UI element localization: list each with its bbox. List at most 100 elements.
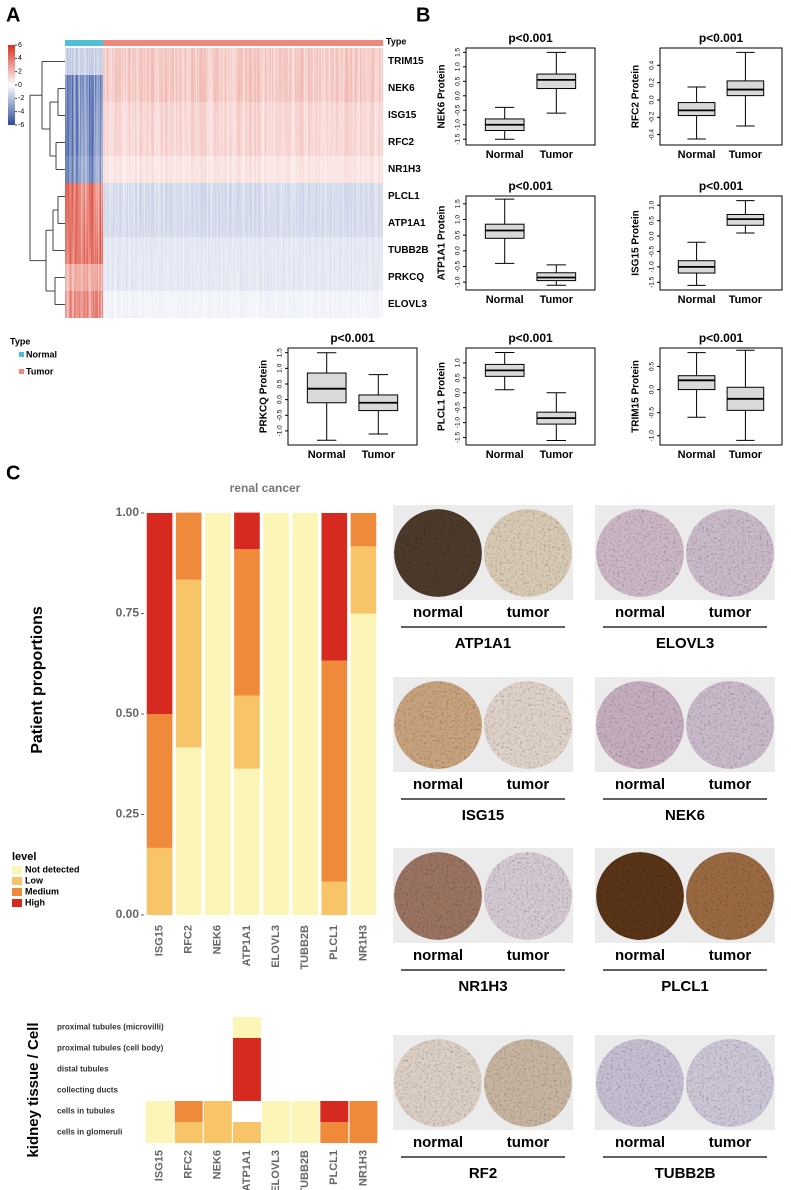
colorbar-label: 4 xyxy=(18,55,22,62)
ihc-label: normal xyxy=(615,604,665,621)
tile xyxy=(232,1059,261,1080)
x-tick-label: NR1H3 xyxy=(357,1150,369,1186)
colorbar-label: -6 xyxy=(18,122,24,129)
x-tick-label: PLCL1 xyxy=(328,925,340,960)
x-tick-label: Normal xyxy=(486,149,524,161)
bar-segment xyxy=(321,513,348,661)
tile xyxy=(349,1101,378,1122)
tile xyxy=(291,1101,320,1122)
x-tick-label: PLCL1 xyxy=(328,1150,340,1185)
x-tick-label: RFC2 xyxy=(183,925,195,954)
y-tick-label: 1.0 xyxy=(455,215,462,224)
tile xyxy=(203,1122,232,1143)
ihc-label: normal xyxy=(413,1134,463,1151)
ihc-core xyxy=(484,1039,572,1127)
ihc-gene: NR1H3 xyxy=(458,978,507,995)
y-tick-label: -1.0 xyxy=(649,430,656,442)
x-tick-label: Normal xyxy=(678,294,716,306)
y-tick-label: -1.5 xyxy=(455,432,462,444)
x-tick-label: Tumor xyxy=(729,449,763,461)
y-tick-label: -1.0 xyxy=(649,261,656,273)
y-tick-label: 1.0 xyxy=(455,358,462,367)
y-tick-label: -1.0 xyxy=(455,417,462,429)
box xyxy=(536,73,577,90)
x-tick-label: ISG15 xyxy=(153,925,165,956)
y-tick-label: -0.5 xyxy=(455,402,462,414)
x-tick-label: NEK6 xyxy=(212,1150,224,1179)
tile xyxy=(349,1122,378,1143)
bar-segment xyxy=(175,579,202,748)
x-tick-label: Tumor xyxy=(362,449,396,461)
tile xyxy=(203,1101,232,1122)
tile xyxy=(262,1122,291,1143)
x-tick-label: RFC2 xyxy=(183,1150,195,1179)
ihc-core xyxy=(484,852,572,940)
bar-segment xyxy=(350,546,377,614)
y-axis-label: TRIM15 Protein xyxy=(631,360,642,433)
ihc-core xyxy=(484,681,572,769)
y-tick-label: 1.5 xyxy=(277,348,284,357)
bar-segment xyxy=(175,747,202,915)
y-tick-label: 0.0 xyxy=(455,388,462,397)
chart-title: renal cancer xyxy=(230,481,301,495)
y-tick-label: -1.5 xyxy=(649,276,656,288)
legend-swatch xyxy=(19,369,24,374)
bar-segment xyxy=(175,512,202,580)
ihc-gene: ISG15 xyxy=(462,807,505,824)
ihc-label: normal xyxy=(413,947,463,964)
y-tick-label: -1.0 xyxy=(277,425,284,437)
y-tick-label: 1.00 xyxy=(116,505,140,519)
y-tick-label: 0.5 xyxy=(455,373,462,382)
heatmap-texture xyxy=(65,48,383,318)
tile xyxy=(320,1101,349,1122)
ihc-core xyxy=(484,509,572,597)
colorbar-label: 0 xyxy=(18,82,22,89)
legend-label: Medium xyxy=(25,886,59,896)
box xyxy=(726,80,765,97)
annotation-cell xyxy=(103,40,383,46)
ihc-gene: NEK6 xyxy=(665,807,705,824)
ihc-core xyxy=(596,681,684,769)
y-tick-label: 1.0 xyxy=(455,62,462,71)
x-tick-label: Tumor xyxy=(729,294,763,306)
legend-swatch xyxy=(12,888,22,896)
ihc-gene: TUBB2B xyxy=(655,1165,716,1182)
y-tick-label: 0.5 xyxy=(649,362,656,371)
y-tick-label: -1.0 xyxy=(455,276,462,288)
bar-segment xyxy=(146,714,173,848)
ihc-label: normal xyxy=(615,1134,665,1151)
row-label: NEK6 xyxy=(388,83,415,94)
bar-segment xyxy=(234,549,260,696)
colorbar-label: -4 xyxy=(18,109,24,116)
bar-segment xyxy=(234,768,260,915)
tile xyxy=(291,1122,320,1143)
y-tick-label: 0.0 xyxy=(455,246,462,255)
y-axis-label: PRKCQ Protein xyxy=(259,360,270,433)
x-tick-label: Tumor xyxy=(540,294,574,306)
colorbar-label: -2 xyxy=(18,95,24,102)
y-tick-label: 0.0 xyxy=(277,395,284,404)
bar-segment xyxy=(146,847,173,915)
x-tick-label: Normal xyxy=(486,449,524,461)
y-tick-label: 0.4 xyxy=(649,60,656,69)
box-title: p<0.001 xyxy=(508,179,553,193)
colorbar-label: 6 xyxy=(18,42,22,49)
colorbar xyxy=(8,45,15,125)
row-label: PLCL1 xyxy=(388,191,420,202)
ihc-label: tumor xyxy=(709,604,752,621)
y-tick-label: -0.5 xyxy=(455,104,462,116)
y-tick-label: -0.5 xyxy=(649,245,656,257)
tile xyxy=(232,1017,261,1038)
plot-frame xyxy=(659,47,783,146)
plot-frame xyxy=(465,195,596,291)
y-tick-label: -0.4 xyxy=(649,129,656,141)
y-axis-label: PLCL1 Protein xyxy=(437,362,448,431)
plot-frame xyxy=(465,47,596,146)
ihc-core xyxy=(686,681,774,769)
x-tick-label: ATP1A1 xyxy=(241,1150,253,1190)
ihc-label: normal xyxy=(615,947,665,964)
row-label: cells in tubules xyxy=(57,1107,115,1116)
legend-swatch xyxy=(12,877,22,885)
box-title: p<0.001 xyxy=(508,31,553,45)
row-label: NR1H3 xyxy=(388,164,421,175)
